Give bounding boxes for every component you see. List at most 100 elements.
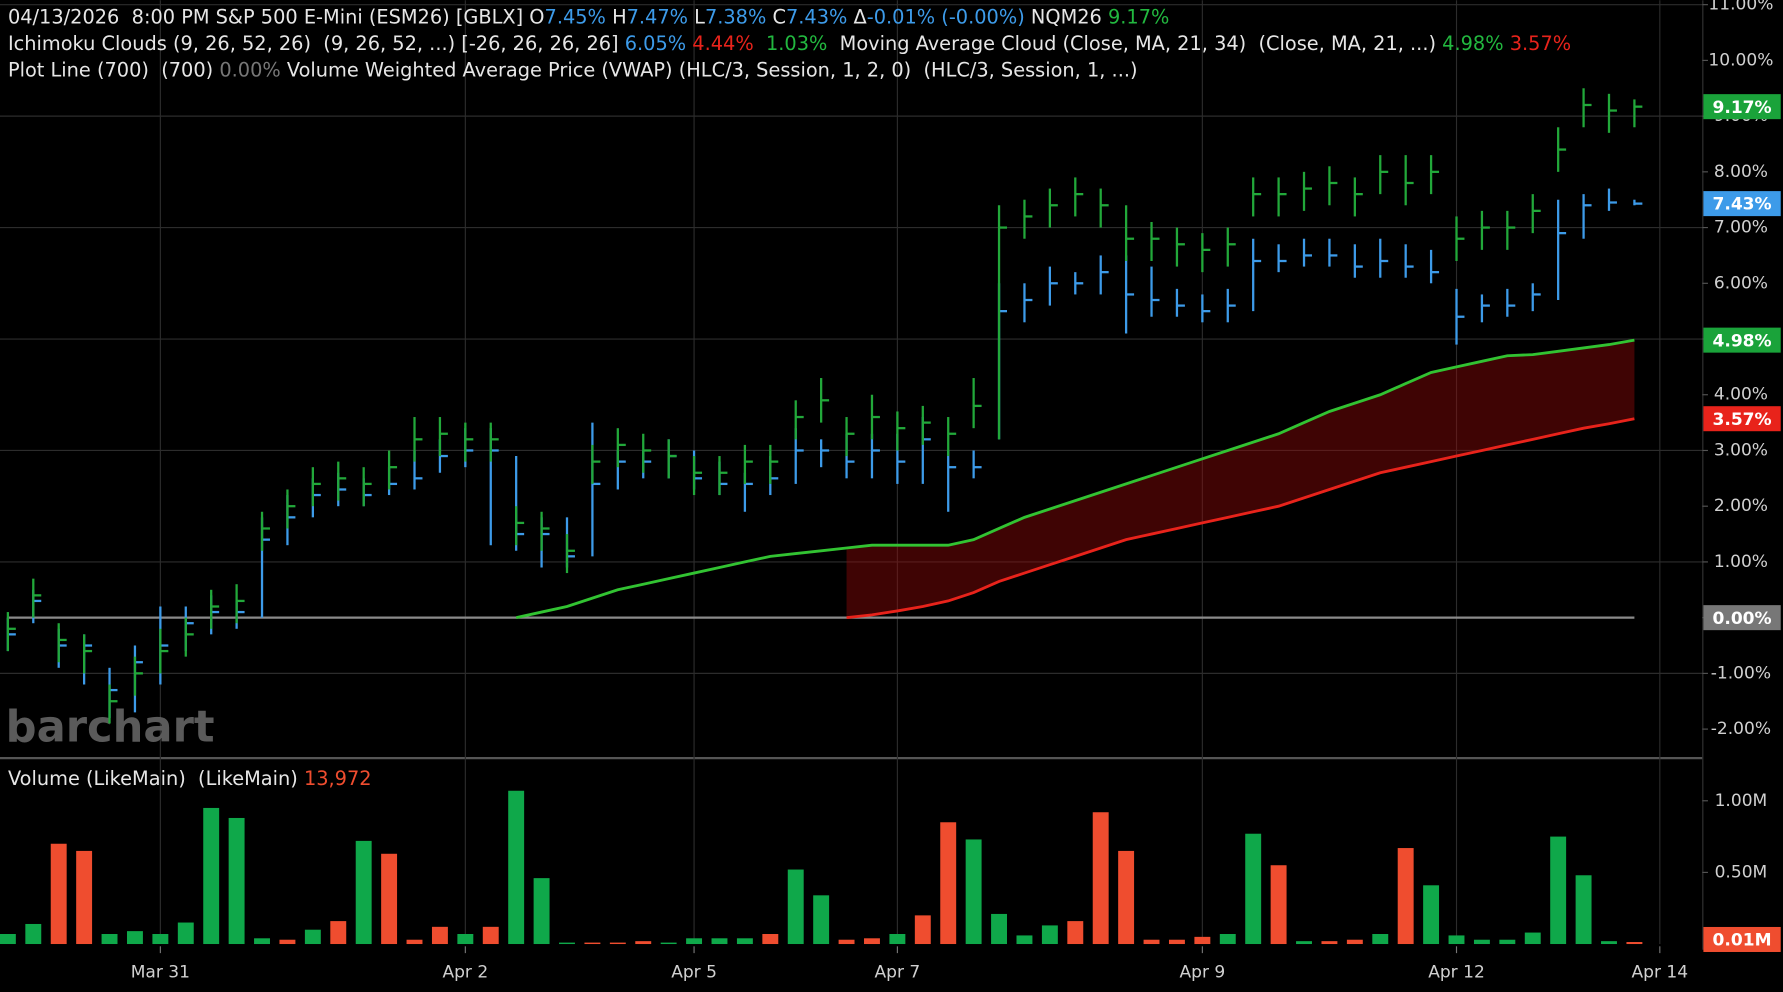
volume-bar (864, 938, 880, 945)
volume-bar (1423, 885, 1440, 945)
volume-bar (1016, 935, 1033, 945)
volume-bar (482, 926, 499, 945)
volume-name: Volume (LikeMain) (LikeMain) (8, 767, 304, 790)
volume-bar (1194, 936, 1211, 945)
header-line: Ichimoku Clouds (9, 26, 52, 26) (9, 26, … (8, 31, 1571, 54)
volume-bar (381, 853, 398, 945)
volume-bar (914, 915, 931, 945)
x-tick-label: Mar 31 (131, 962, 190, 982)
volume-bar (584, 942, 601, 945)
last-value-label: 0.01M (1713, 931, 1772, 951)
volume-bar (203, 807, 220, 945)
y-tick-label: 4.00% (1714, 385, 1768, 405)
volume-bar (1067, 921, 1084, 945)
header-text: 9.17% (1108, 5, 1169, 28)
volume-bar (889, 933, 906, 945)
volume-bar (1092, 812, 1109, 945)
volume-bar (838, 939, 855, 945)
header-text: 6.05% (625, 31, 686, 54)
last-value-box (1703, 926, 1781, 952)
last-value-label: 4.98% (1712, 331, 1771, 351)
volume-bar (254, 938, 270, 945)
volume-bar (50, 843, 67, 945)
volume-bar (736, 938, 753, 945)
volume-last-value: 13,972 (304, 767, 372, 790)
volume-bar (1143, 939, 1160, 945)
volume-bar (1041, 925, 1058, 945)
y-tick-label: 10.00% (1708, 50, 1773, 70)
x-tick-label: Apr 5 (671, 962, 717, 982)
volume-bar (0, 933, 16, 945)
header-text: Plot Line (700) (700) (8, 58, 219, 81)
volume-bar (457, 933, 474, 945)
header-text: 7.38% (705, 5, 766, 28)
y-tick-label: 11.00% (1708, 0, 1773, 15)
volume-bar (1448, 935, 1465, 945)
volume-bar (1372, 933, 1389, 945)
last-value-label: 9.17% (1712, 98, 1771, 118)
header-text: -0.01% (-0.00%) (867, 5, 1025, 28)
x-tick-label: Apr 14 (1632, 962, 1689, 982)
volume-bar (101, 933, 118, 945)
header-text: Volume Weighted Average Price (VWAP) (HL… (281, 58, 1138, 81)
volume-bar (1219, 933, 1236, 945)
volume-bar (279, 939, 296, 945)
volume-bar (1245, 833, 1262, 945)
volume-bar (711, 938, 728, 945)
volume-bar (508, 790, 525, 945)
volume-bar (965, 839, 982, 945)
volume-bar (533, 878, 550, 945)
last-value-label: 0.00% (1712, 609, 1771, 629)
x-tick-label: Apr 7 (875, 962, 921, 982)
volume-bar (762, 933, 779, 945)
last-value-box (1703, 406, 1781, 432)
volume-title: Volume (LikeMain) (LikeMain) 13,972 (8, 767, 372, 790)
header-line: 04/13/2026 8:00 PM S&P 500 E-Mini (ESM26… (8, 5, 1169, 28)
last-value-label: 7.43% (1712, 195, 1771, 215)
volume-bar (1524, 932, 1541, 945)
volume-bar (76, 850, 93, 945)
y-tick-label: -2.00% (1711, 719, 1771, 739)
x-tick-label: Apr 12 (1428, 962, 1485, 982)
volume-bar (1473, 939, 1490, 945)
header-text: 7.47% (627, 5, 688, 28)
ma-cloud (846, 340, 1635, 618)
last-value-box (1703, 605, 1781, 631)
ma-line (515, 338, 1635, 620)
y-tick-label: 3.00% (1714, 440, 1768, 460)
volume-bar (1626, 942, 1643, 945)
volume-bar (559, 942, 575, 945)
volume-bar (406, 939, 423, 945)
header-text: C (766, 5, 786, 28)
volume-bar (940, 822, 957, 945)
header-text: 1.03% (754, 31, 828, 54)
header-text: 7.45% (545, 5, 606, 28)
volume-bar (431, 926, 448, 945)
volume-bar (635, 941, 652, 945)
volume-bar (1499, 939, 1516, 945)
y-tick-label: 8.00% (1714, 162, 1768, 182)
volume-bar (177, 922, 194, 945)
header-text: Moving Average Cloud (Close, MA, 21, 34)… (827, 31, 1442, 54)
volume-bar (609, 942, 626, 945)
y-tick-label: 6.00% (1714, 273, 1768, 293)
volume-bar (330, 921, 347, 945)
volume-bar (660, 942, 677, 945)
header-text: 4.44% (686, 31, 754, 54)
y-tick-label: 0.50M (1715, 862, 1768, 882)
y-tick-label: -1.00% (1711, 663, 1771, 683)
last-value-box (1703, 94, 1781, 120)
y-tick-label: 2.00% (1714, 496, 1768, 516)
header-text: Ichimoku Clouds (9, 26, 52, 26) (9, 26, … (8, 31, 625, 54)
plot-layer (0, 88, 1643, 945)
volume-bar (1270, 865, 1287, 945)
volume-bar (126, 931, 143, 945)
header-text: 04/13/2026 8:00 PM S&P 500 E-Mini (ESM26… (8, 5, 529, 28)
volume-bar (1575, 875, 1592, 945)
volume-bar (1550, 836, 1567, 945)
last-value-box (1703, 191, 1781, 217)
header-text: NQM26 (1025, 5, 1108, 28)
